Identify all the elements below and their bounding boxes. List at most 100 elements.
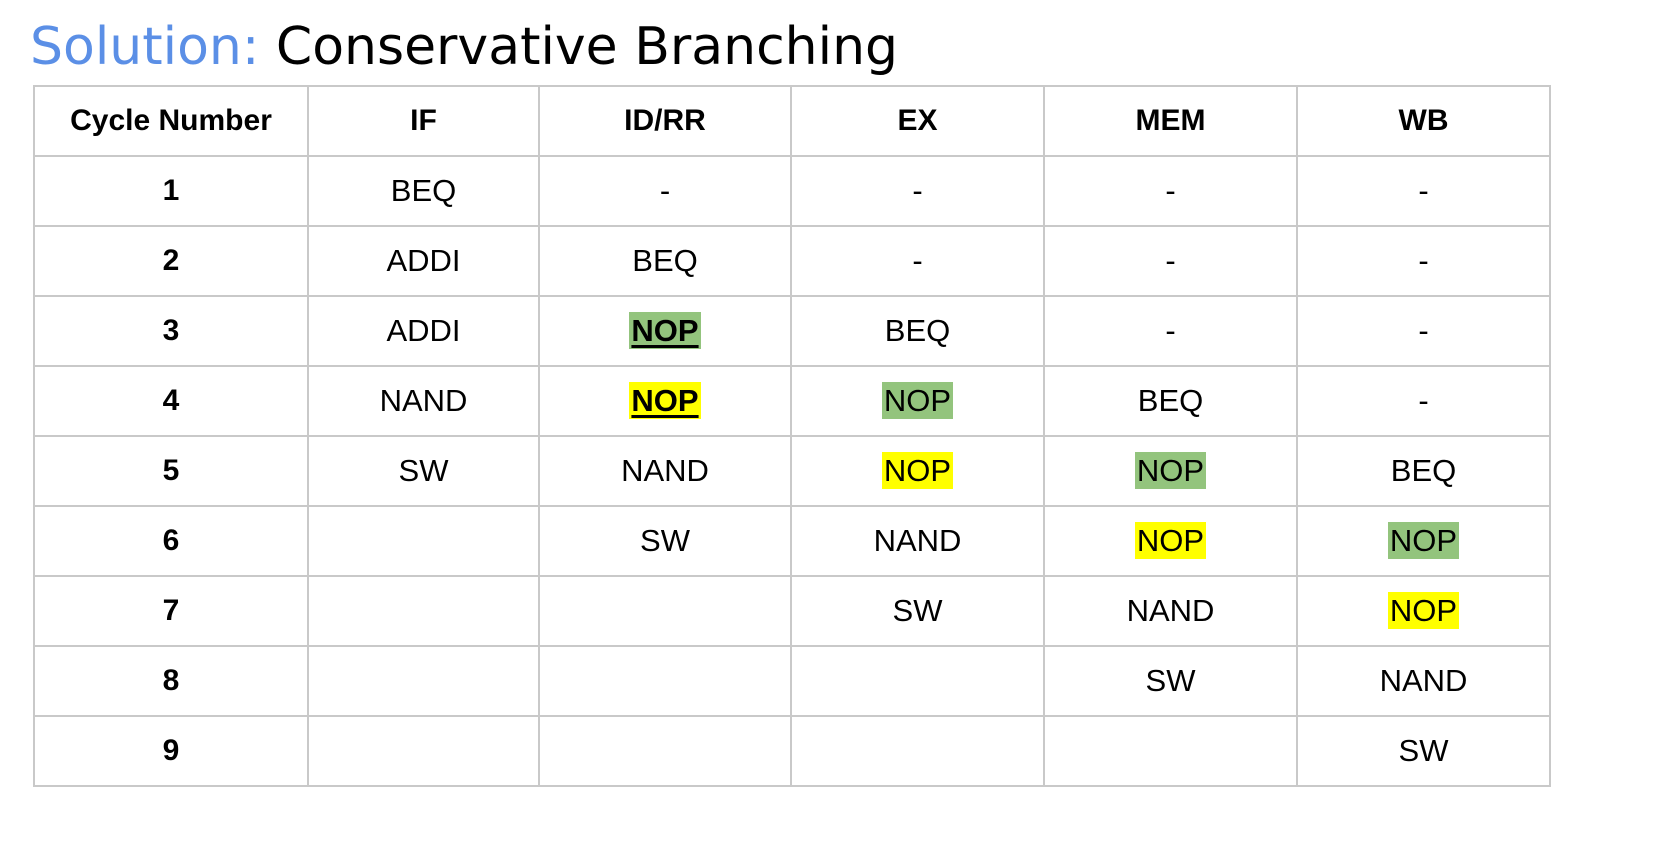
stage-cell-wb: NOP (1296, 575, 1551, 647)
stage-instruction: SW (1398, 733, 1449, 768)
stage-instruction: BEQ (632, 243, 698, 278)
stage-cell-ex: - (790, 155, 1045, 227)
stage-cell-mem: BEQ (1043, 365, 1298, 437)
cycle-number-cell: 6 (33, 505, 309, 577)
header-mem: MEM (1043, 85, 1298, 157)
table-row: 1 BEQ - - - - (33, 155, 1551, 227)
header-cycle-number: Cycle Number (33, 85, 309, 157)
header-if: IF (307, 85, 540, 157)
highlighted-nop: NOP (1134, 522, 1207, 559)
stage-instruction: - (1418, 313, 1429, 348)
highlighted-nop: NOP (1387, 522, 1460, 559)
stage-cell-if: ADDI (307, 225, 540, 297)
stage-cell-if (307, 715, 540, 787)
highlighted-nop: NOP (1134, 452, 1207, 489)
stage-cell-ex: NAND (790, 505, 1045, 577)
stage-cell-id-rr: SW (538, 505, 792, 577)
stage-cell-ex (790, 715, 1045, 787)
cycle-number-cell: 3 (33, 295, 309, 367)
stage-cell-mem: NOP (1043, 435, 1298, 507)
stage-instruction: NAND (873, 523, 962, 558)
table-row: 9 SW (33, 715, 1551, 787)
stage-cell-mem: - (1043, 225, 1298, 297)
stage-cell-id-rr: NAND (538, 435, 792, 507)
title-prefix: Solution: (30, 17, 260, 77)
stage-cell-ex (790, 645, 1045, 717)
stage-cell-if (307, 505, 540, 577)
stage-instruction: SW (1145, 663, 1196, 698)
stage-cell-wb: - (1296, 295, 1551, 367)
stage-instruction: - (912, 243, 923, 278)
header-wb: WB (1296, 85, 1551, 157)
stage-instruction: - (659, 173, 671, 208)
stage-cell-wb: NAND (1296, 645, 1551, 717)
stage-instruction: NAND (379, 383, 468, 418)
table-row: 6 SW NAND NOP NOP (33, 505, 1551, 577)
stage-instruction: - (1418, 173, 1429, 208)
stage-instruction: - (912, 173, 923, 208)
highlighted-nop: NOP (881, 452, 954, 489)
stage-cell-wb: BEQ (1296, 435, 1551, 507)
header-id-rr: ID/RR (538, 85, 792, 157)
stage-cell-id-rr: NOP (538, 295, 792, 367)
stage-cell-ex: SW (790, 575, 1045, 647)
stage-cell-wb: - (1296, 365, 1551, 437)
highlighted-nop: NOP (881, 382, 954, 419)
cycle-number-cell: 4 (33, 365, 309, 437)
highlighted-nop: NOP (629, 382, 701, 419)
cycle-number-cell: 5 (33, 435, 309, 507)
table-row: 8 SW NAND (33, 645, 1551, 717)
stage-cell-id-rr: - (538, 155, 792, 227)
stage-cell-mem: SW (1043, 645, 1298, 717)
stage-instruction: ADDI (386, 243, 461, 278)
stage-cell-mem: NAND (1043, 575, 1298, 647)
stage-instruction: - (1165, 173, 1176, 208)
stage-cell-wb: - (1296, 225, 1551, 297)
stage-instruction: - (1418, 383, 1429, 418)
stage-cell-if (307, 645, 540, 717)
stage-instruction: - (1418, 243, 1429, 278)
stage-cell-ex: NOP (790, 435, 1045, 507)
stage-cell-wb: NOP (1296, 505, 1551, 577)
table-row: 3 ADDI NOP BEQ - - (33, 295, 1551, 367)
header-ex: EX (790, 85, 1045, 157)
stage-cell-id-rr: NOP (538, 365, 792, 437)
cycle-number-cell: 1 (33, 155, 309, 227)
stage-cell-id-rr (538, 575, 792, 647)
table-row: 5 SW NAND NOP NOP BEQ (33, 435, 1551, 507)
stage-cell-wb: SW (1296, 715, 1551, 787)
stage-cell-mem: - (1043, 155, 1298, 227)
stage-instruction: NAND (621, 453, 709, 488)
highlighted-nop: NOP (1387, 592, 1460, 629)
stage-instruction: SW (640, 523, 690, 558)
stage-cell-mem: - (1043, 295, 1298, 367)
highlighted-nop: NOP (629, 312, 701, 349)
stage-instruction: SW (398, 453, 449, 488)
stage-cell-if (307, 575, 540, 647)
stage-cell-wb: - (1296, 155, 1551, 227)
cycle-number-cell: 9 (33, 715, 309, 787)
title-text: Conservative Branching (275, 17, 899, 77)
cycle-number-cell: 2 (33, 225, 309, 297)
stage-cell-if: SW (307, 435, 540, 507)
header-row: Cycle Number IF ID/RR EX MEM WB (33, 85, 1551, 157)
stage-cell-id-rr (538, 715, 792, 787)
stage-cell-if: NAND (307, 365, 540, 437)
table-row: 4 NAND NOP NOP BEQ - (33, 365, 1551, 437)
stage-cell-ex: - (790, 225, 1045, 297)
stage-cell-ex: BEQ (790, 295, 1045, 367)
stage-instruction: - (1165, 313, 1176, 348)
table-row: 7 SW NAND NOP (33, 575, 1551, 647)
stage-instruction: SW (892, 593, 943, 628)
stage-instruction: BEQ (390, 173, 457, 208)
stage-instruction: - (1165, 243, 1176, 278)
stage-cell-id-rr: BEQ (538, 225, 792, 297)
stage-instruction: BEQ (884, 313, 951, 348)
stage-instruction: NAND (1126, 593, 1215, 628)
stage-instruction: NAND (1379, 663, 1468, 698)
cycle-number-cell: 8 (33, 645, 309, 717)
stage-cell-if: ADDI (307, 295, 540, 367)
table-body: 1 BEQ - - - - 2 ADDI BEQ - - - 3 ADDI NOP BEQ - - 4 NAND NOP… (33, 155, 1551, 787)
stage-cell-mem: NOP (1043, 505, 1298, 577)
pipeline-table: Cycle Number IF ID/RR EX MEM WB 1 BEQ - - - -… (33, 85, 1551, 787)
